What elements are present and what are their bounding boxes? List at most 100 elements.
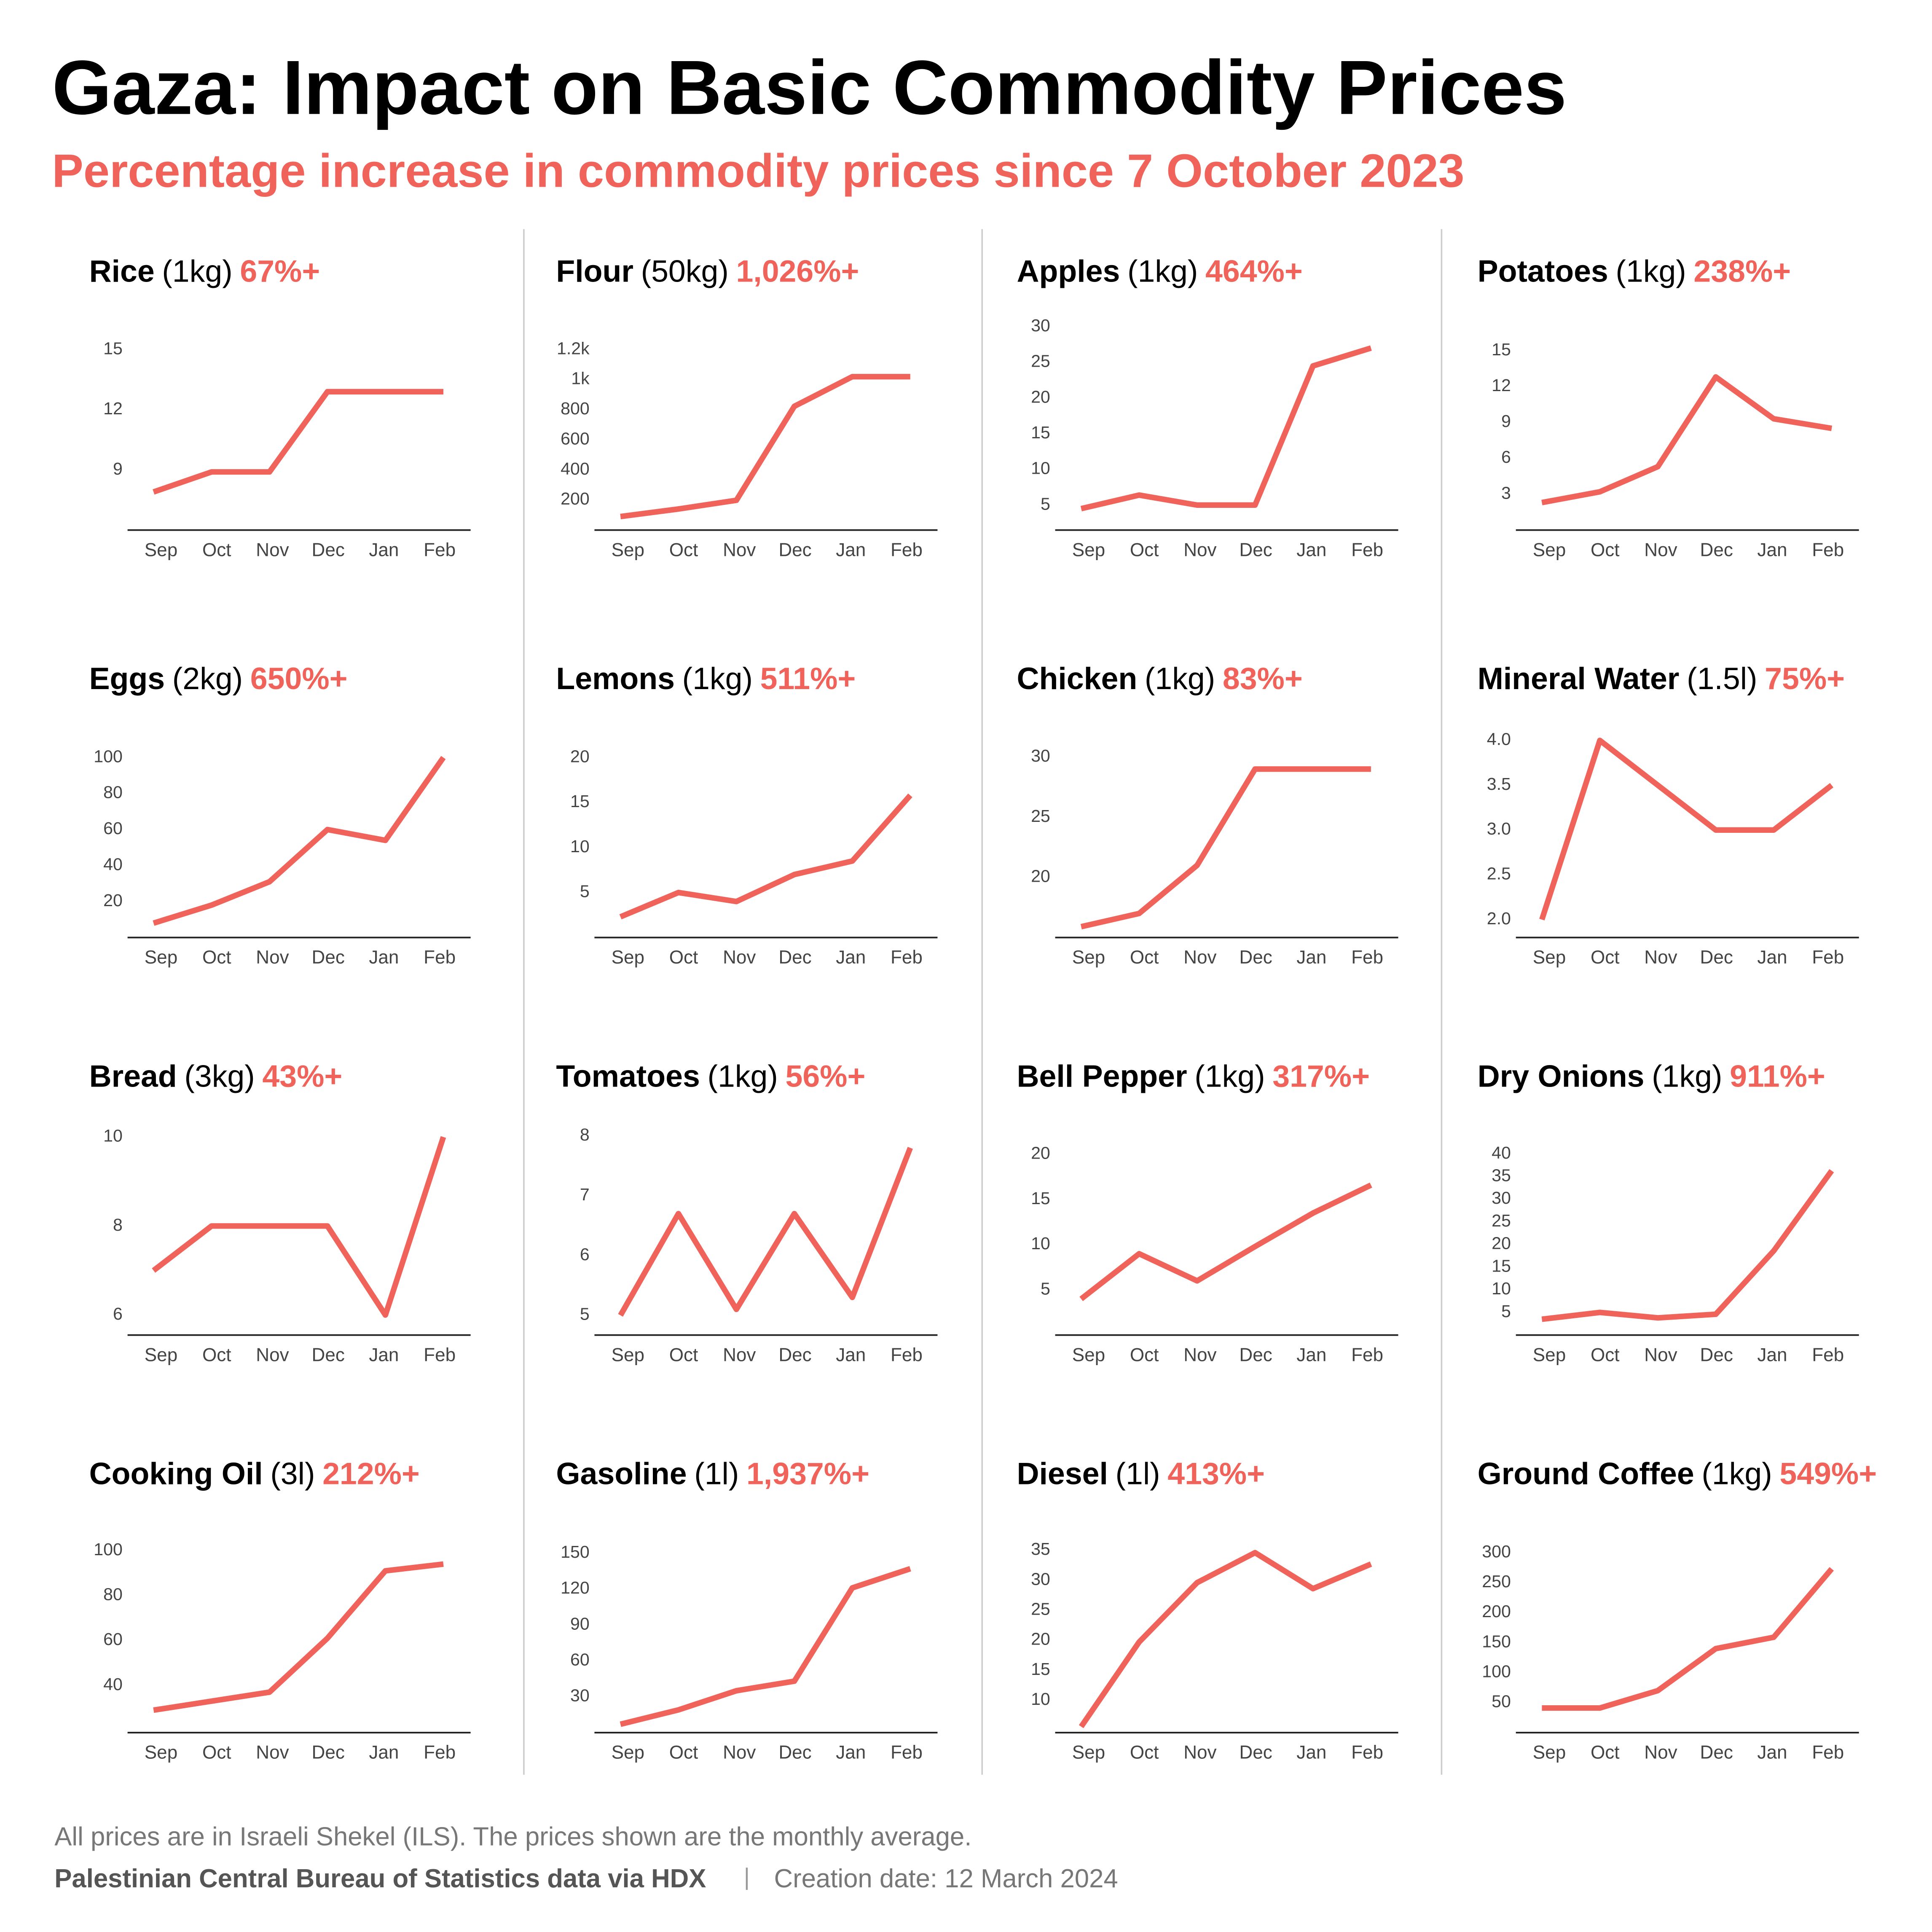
x-tick-label: Feb [1812, 539, 1844, 560]
chart-title: Tomatoes (1kg) 56%+ [556, 1059, 865, 1094]
y-tick-label: 100 [94, 746, 123, 766]
x-tick-label: Oct [1130, 1742, 1159, 1763]
y-tick-label: 60 [570, 1650, 590, 1669]
y-tick-label: 25 [1031, 352, 1050, 371]
y-tick-label: 150 [561, 1542, 590, 1562]
title-unit: (1kg) [1701, 1456, 1772, 1491]
y-tick-label: 3.0 [1487, 819, 1511, 838]
x-tick-label: Oct [1130, 539, 1159, 560]
x-tick-label: Oct [1130, 1344, 1159, 1365]
y-tick-label: 15 [1031, 1189, 1050, 1208]
x-tick-label: Dec [778, 1742, 811, 1763]
price-line [620, 1566, 911, 1727]
x-tick-label: Feb [1812, 1742, 1844, 1763]
x-tick-label: Sep [145, 1742, 177, 1763]
x-tick-label: Nov [256, 1742, 289, 1763]
chart-title: Diesel (1l) 413%+ [1017, 1456, 1265, 1491]
x-tick-label: Nov [723, 947, 756, 968]
x-tick-label: Feb [424, 947, 456, 968]
chart-title: Apples (1kg) 464%+ [1017, 254, 1302, 289]
x-tick-label: Dec [1700, 1344, 1733, 1365]
y-tick-label: 30 [570, 1686, 590, 1705]
y-tick-label: 5 [1041, 1279, 1050, 1298]
title-name: Eggs [89, 661, 165, 696]
x-tick-label: Sep [1533, 1742, 1566, 1763]
y-tick-label: 1.2k [557, 338, 590, 358]
x-tick-label: Oct [669, 1344, 698, 1365]
y-tick-label: 10 [1492, 1279, 1511, 1298]
price-line [1080, 766, 1371, 930]
x-tick-label: Dec [778, 1344, 811, 1365]
y-tick-label: 10 [1031, 1234, 1050, 1253]
x-tick-label: Feb [1812, 947, 1844, 968]
x-tick-label: Nov [1183, 947, 1216, 968]
x-tick-label: Nov [723, 539, 756, 560]
title-change: 511%+ [760, 661, 856, 696]
title-unit: (1.5l) [1687, 661, 1757, 696]
chart-title: Gasoline (1l) 1,937%+ [556, 1456, 869, 1491]
title-name: Potatoes [1478, 254, 1608, 289]
chart-title: Dry Onions (1kg) 911%+ [1478, 1059, 1825, 1094]
y-tick-label: 20 [1031, 1629, 1050, 1649]
title-change: 911%+ [1730, 1059, 1825, 1094]
x-tick-label: Feb [891, 1742, 923, 1763]
x-tick-label: Jan [1296, 1742, 1326, 1763]
page-subtitle: Percentage increase in commodity prices … [52, 145, 1464, 197]
y-tick-label: 15 [103, 338, 123, 358]
x-tick-label: Sep [612, 947, 644, 968]
title-unit: (1kg) [1145, 661, 1215, 696]
x-tick-label: Feb [1351, 1742, 1383, 1763]
x-tick-label: Nov [1183, 1344, 1216, 1365]
title-unit: (1kg) [162, 254, 232, 289]
x-tick-label: Oct [202, 1344, 231, 1365]
title-name: Tomatoes [556, 1059, 700, 1094]
x-tick-label: Dec [312, 539, 345, 560]
x-tick-label: Jan [836, 947, 866, 968]
x-tick-label: Dec [1700, 539, 1733, 560]
y-tick-label: 40 [103, 854, 123, 874]
price-line [153, 389, 443, 495]
x-tick-label: Dec [312, 1344, 345, 1365]
x-tick-label: Oct [669, 947, 698, 968]
x-tick-label: Sep [612, 539, 644, 560]
y-tick-label: 25 [1492, 1211, 1511, 1230]
x-tick-label: Feb [1351, 947, 1383, 968]
x-tick-label: Jan [369, 1344, 399, 1365]
x-tick-label: Nov [1644, 1344, 1677, 1365]
x-tick-label: Sep [1072, 539, 1105, 560]
y-tick-label: 2.0 [1487, 909, 1511, 928]
price-line [1080, 345, 1372, 512]
x-tick-label: Nov [1644, 1742, 1677, 1763]
x-tick-label: Dec [312, 1742, 345, 1763]
x-tick-label: Jan [1757, 947, 1787, 968]
chart-title: Bell Pepper (1kg) 317%+ [1017, 1059, 1370, 1094]
x-tick-label: Dec [1239, 1742, 1272, 1763]
y-tick-label: 3.5 [1487, 774, 1511, 794]
price-line [619, 793, 912, 920]
y-tick-label: 60 [103, 818, 123, 838]
x-tick-label: Jan [1296, 1344, 1326, 1365]
page-title: Gaza: Impact on Basic Commodity Prices [52, 44, 1567, 130]
title-name: Dry Onions [1478, 1059, 1645, 1094]
title-change: 83%+ [1223, 661, 1303, 696]
title-change: 464%+ [1205, 254, 1303, 289]
y-tick-label: 4.0 [1487, 730, 1511, 749]
y-tick-label: 200 [561, 489, 590, 508]
chart-title: Rice (1kg) 67%+ [89, 254, 320, 289]
x-tick-label: Jan [1757, 1344, 1787, 1365]
price-line [152, 1136, 446, 1318]
y-tick-label: 20 [103, 891, 123, 910]
x-tick-label: Oct [202, 1742, 231, 1763]
y-tick-label: 20 [1031, 867, 1050, 886]
y-tick-label: 2.5 [1487, 864, 1511, 883]
x-tick-label: Dec [778, 539, 811, 560]
x-tick-label: Nov [256, 539, 289, 560]
x-tick-label: Sep [612, 1344, 644, 1365]
source: Palestinian Central Bureau of Statistics… [54, 1864, 706, 1893]
title-change: 1,026%+ [736, 254, 859, 289]
x-tick-label: Jan [1757, 539, 1787, 560]
x-tick-label: Feb [891, 539, 923, 560]
x-tick-label: Feb [424, 1742, 456, 1763]
title-change: 67%+ [240, 254, 320, 289]
